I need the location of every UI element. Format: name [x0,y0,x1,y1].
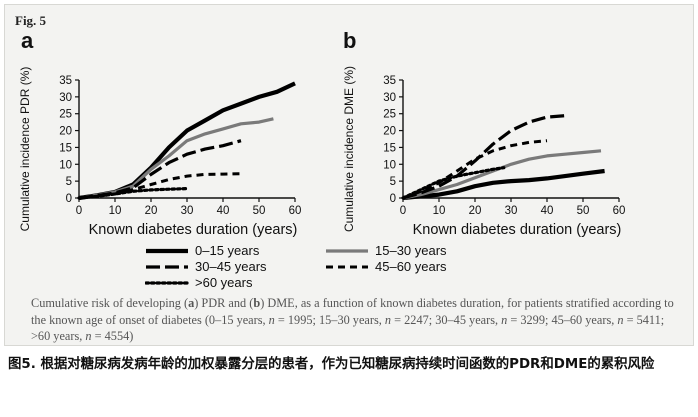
caption-fragment: = 5411; >60 years, [31,312,665,344]
chart-b-y-tick-label: 0 [390,193,396,205]
chart-b-x-tick-label: 20 [469,205,482,217]
caption-fragment: n [501,312,508,327]
caption-fragment: = 2247; 30–45 years, [391,312,502,327]
chart-a-y-tick-label: 0 [66,193,72,205]
chart-b-y-tick-label: 35 [383,75,396,87]
legend-item: 0–15 years [145,243,259,258]
chart-b-y-tick-label: 5 [390,176,396,188]
chart-a-x-tick-label: 50 [253,205,266,217]
caption-fragment: = 4554) [91,329,134,343]
legend-item: 15–30 years [325,243,447,258]
legend-swatch [146,264,188,269]
chart-a-x-tick-label: 0 [76,205,82,217]
caption-fragment: = 3299; 45–60 years, [507,312,618,327]
chart-a-x-tick-label: 40 [217,205,230,217]
chart-a-y-tick-label: 30 [59,92,72,104]
chart-b-y-tick-label: 30 [383,92,396,104]
chinese-caption: 图5. 根据对糖尿病发病年龄的加权暴露分层的患者，作为已知糖尿病持续时间函数的P… [8,357,655,372]
chart-a-x-tick-label: 30 [181,205,194,217]
chart-panel-a: a 0 5 10 15 20 25 30 35 0 10 20 30 40 50 60 Known diabet… [18,31,302,238]
figure-caption: Cumulative risk of developing (a) PDR an… [31,295,681,345]
chart-b-series-line-1 [402,168,605,201]
chart-a-y-tick-label: 20 [59,126,72,138]
chart-a-series-line-2 [78,117,274,200]
chart-a-y-tick-label: 10 [59,159,72,171]
chart-b-series-line-5 [401,166,506,200]
chart-a-y-tick-label: 35 [59,75,72,87]
legend-swatch [326,265,368,268]
legend-label: 15–30 years [375,243,447,258]
chart-b-x-tick-label: 40 [541,205,554,217]
chart-a-x-tick-label: 20 [145,205,158,217]
chart-b-x-tick-label: 50 [577,205,590,217]
legend-item: 30–45 years [145,259,267,274]
chart-a-y-tick-label: 5 [66,176,72,188]
caption-fragment: a [188,296,195,310]
chart-b-y-tick-label: 25 [383,109,396,121]
chart-panel-b: b 0 5 10 15 20 25 30 35 0 10 20 30 40 50 60 Known diabet… [342,31,626,238]
caption-fragment: Cumulative risk of developing ( [31,296,189,310]
chart-b-x-tick-label: 60 [613,205,626,217]
caption-fragment: n [85,329,92,343]
chart-b-y-tick-label: 15 [383,142,396,154]
chart-a-y-tick-label: 25 [59,109,72,121]
legend-item: 45–60 years [325,259,447,274]
legend-label: 0–15 years [195,243,260,258]
chart-b-x-tick-label: 10 [433,205,446,217]
legend-swatch [146,248,188,253]
caption-fragment: ) PDR and ( [194,296,254,310]
chart-a-panel-letter: a [21,31,34,53]
figure-label: Fig. 5 [15,13,47,28]
chart-a-series-line-5 [77,187,189,200]
chart-b-x-tick-label: 30 [505,205,518,217]
chart-b-y-tick-label: 10 [383,159,396,171]
chart-b-panel-letter: b [343,31,356,53]
chart-b-x-tick-label: 0 [400,205,406,217]
legend-label: >60 years [195,275,253,290]
chart-b-series-line-4 [402,139,548,200]
chart-b-y-tick-label: 20 [383,126,396,138]
chart-a-x-tick-label: 10 [109,205,122,217]
chart-b-series-line-3 [402,113,569,200]
caption-fragment: = 1995; 15–30 years, [274,312,385,327]
chart-a-y-axis-label: Cumulative incidence PDR (%) [18,67,32,232]
chart-a-x-tick-label: 60 [289,205,302,217]
legend-swatch [326,248,368,253]
legend-label: 45–60 years [375,259,447,274]
chart-b-y-axis-label: Cumulative incidence DME (%) [342,66,356,232]
legend-swatch [145,280,189,285]
figure-panel: Fig. 5 a 0 5 10 15 20 25 30 35 0 10 20 30 40 50 60 Known… [4,4,694,346]
caption-fragment: ) DME, as a function of known diabetes d… [31,296,674,327]
legend: 0–15 years 15–30 years 30–45 years 45–60 ye… [145,243,565,291]
caption-fragment: n [268,312,275,327]
caption-fragment: n [384,312,392,327]
caption-fragment: b [253,296,261,310]
chart-a-y-tick-label: 15 [59,142,72,154]
chart-b-x-axis-label: Known diabetes duration (years) [413,222,622,238]
chart-a-x-axis-label: Known diabetes duration (years) [89,222,298,238]
caption-fragment: n [617,312,624,327]
legend-item: >60 years [145,275,252,290]
legend-label: 30–45 years [195,259,267,274]
